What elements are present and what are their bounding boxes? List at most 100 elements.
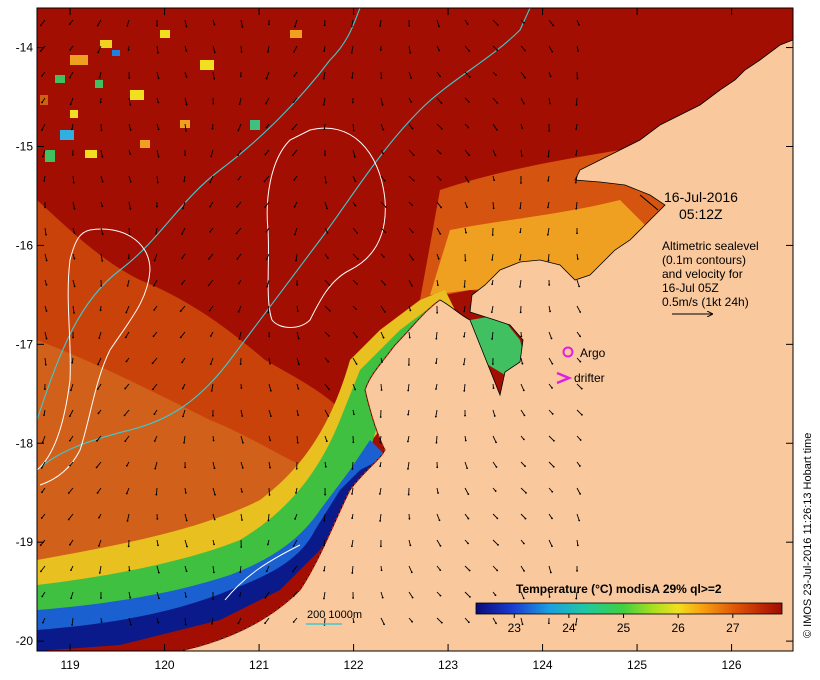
velocity-arrow-head: [123, 414, 126, 417]
velocity-arrow: [128, 97, 131, 105]
velocity-arrow: [128, 201, 131, 209]
velocity-arrow-head: [295, 259, 297, 262]
velocity-arrow-head: [437, 284, 439, 287]
lon-tick-label: 121: [249, 658, 269, 672]
velocity-arrow: [463, 357, 466, 365]
velocity-arrow-head: [379, 49, 382, 51]
velocity-arrow-head: [548, 130, 551, 132]
bathy-label: 200 1000m: [307, 609, 362, 621]
velocity-arrow-head: [40, 129, 43, 131]
velocity-arrow: [208, 253, 214, 260]
velocity-arrow-head: [293, 205, 296, 208]
velocity-arrow-head: [185, 25, 188, 28]
velocity-arrow-head: [552, 465, 555, 468]
velocity-arrow: [268, 513, 270, 521]
sealevel-contour-south: [224, 544, 301, 601]
velocity-arrow-head: [157, 128, 160, 131]
velocity-arrow: [380, 591, 384, 598]
argo-label: Argo: [580, 346, 606, 360]
velocity-arrow-head: [207, 258, 210, 260]
velocity-arrow: [548, 461, 555, 468]
velocity-arrow-head: [100, 129, 103, 132]
velocity-arrow-head: [351, 76, 354, 79]
velocity-arrow-head: [296, 284, 298, 286]
velocity-arrow-head: [467, 621, 470, 624]
velocity-arrow-head: [158, 597, 160, 600]
velocity-arrow: [575, 175, 578, 183]
velocity-arrow: [124, 435, 130, 442]
velocity-arrow-head: [293, 233, 296, 236]
velocity-arrow-head: [522, 542, 525, 545]
velocity-arrow-head: [575, 597, 578, 600]
velocity-arrow-head: [128, 569, 131, 572]
velocity-arrow-head: [491, 338, 493, 340]
velocity-arrow-head: [269, 439, 272, 442]
velocity-arrow: [575, 201, 578, 209]
velocity-arrow: [492, 149, 496, 156]
velocity-arrow-head: [412, 179, 415, 182]
velocity-arrow-head: [491, 283, 494, 286]
velocity-arrow-head: [323, 128, 326, 131]
velocity-arrow-head: [181, 361, 183, 364]
velocity-arrow-head: [266, 285, 269, 288]
velocity-arrow: [324, 409, 329, 417]
velocity-arrow: [182, 409, 186, 417]
velocity-arrow-head: [350, 25, 353, 28]
velocity-arrow-head: [522, 102, 525, 105]
velocity-arrow-head: [241, 491, 243, 493]
velocity-arrow-head: [241, 415, 244, 417]
lon-tick-label: 123: [438, 658, 458, 672]
velocity-arrow-head: [181, 257, 183, 260]
velocity-arrow-head: [45, 310, 48, 312]
velocity-arrow: [97, 45, 102, 53]
velocity-arrow: [492, 539, 499, 546]
velocity-arrow: [70, 591, 74, 599]
velocity-arrow-head: [96, 388, 99, 390]
velocity-arrow: [408, 331, 411, 338]
velocity-arrow: [44, 331, 47, 339]
velocity-arrow: [98, 331, 102, 339]
velocity-arrow: [240, 409, 243, 417]
velocity-arrow-head: [496, 49, 499, 51]
velocity-arrow-head: [411, 127, 414, 130]
velocity-arrow-head: [355, 363, 358, 365]
velocity-arrow-head: [436, 311, 439, 314]
velocity-arrow: [575, 591, 578, 599]
map-date: 16-Jul-2016: [664, 189, 738, 205]
velocity-arrow-head: [185, 595, 187, 598]
drifter-label: drifter: [574, 371, 605, 385]
velocity-arrow-head: [152, 284, 155, 287]
colorbar-tick-label: 23: [508, 621, 522, 635]
velocity-arrow: [128, 617, 132, 625]
velocity-arrow: [71, 617, 74, 625]
velocity-arrow-head: [379, 25, 381, 27]
velocity-arrow-head: [468, 569, 471, 572]
colorbar-tick-label: 27: [726, 621, 740, 635]
lat-axis: -14 -15 -16 -17 -18 -19 -20: [16, 41, 793, 648]
velocity-arrow: [380, 331, 384, 338]
velocity-arrow-head: [525, 491, 527, 494]
velocity-arrow-head: [264, 206, 267, 208]
velocity-arrow: [156, 565, 160, 573]
velocity-arrow-head: [209, 181, 212, 184]
velocity-arrow: [124, 409, 130, 416]
velocity-arrow-head: [293, 75, 296, 77]
velocity-arrow-head: [469, 595, 471, 598]
velocity-arrow: [464, 617, 470, 623]
bathy-1000m: [37, 8, 531, 471]
velocity-arrow-head: [297, 337, 300, 340]
velocity-arrow: [126, 19, 130, 27]
velocity-arrow-head: [265, 102, 267, 105]
velocity-arrow: [351, 487, 354, 494]
velocity-arrow-head: [41, 155, 44, 158]
velocity-arrow: [351, 539, 354, 547]
velocity-arrow: [520, 409, 525, 416]
velocity-arrow-head: [356, 336, 358, 338]
velocity-arrow-head: [410, 77, 413, 79]
velocity-arrow-head: [96, 492, 99, 494]
velocity-arrow-head: [71, 153, 74, 156]
velocity-arrow-head: [153, 440, 156, 442]
velocity-arrow-head: [155, 493, 158, 496]
velocity-arrow: [352, 227, 358, 234]
velocity-arrow-head: [434, 415, 437, 418]
